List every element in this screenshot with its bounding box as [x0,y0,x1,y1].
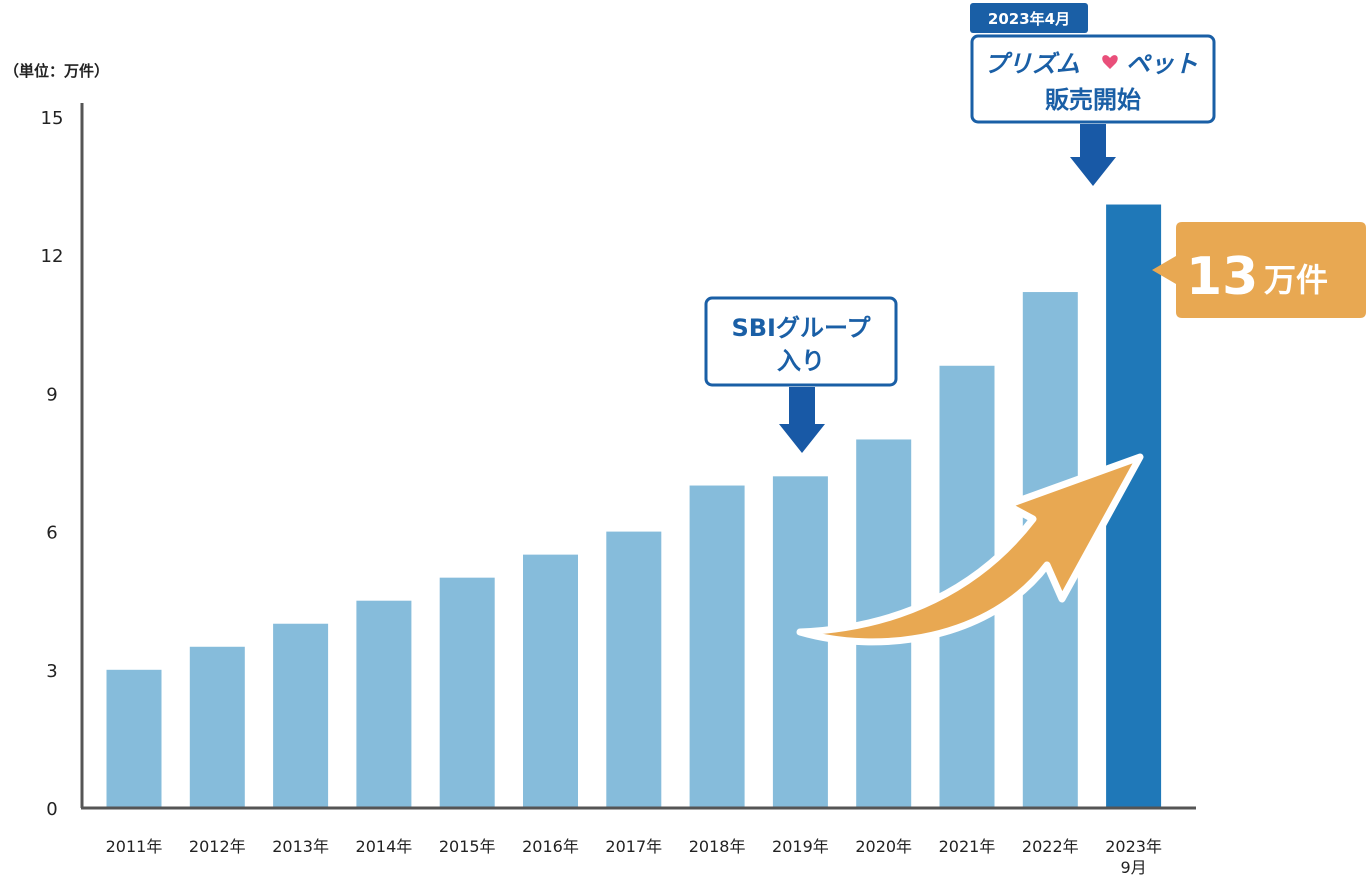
prism-title-part2: ペット [1126,50,1198,78]
x-tick-label: 2023年 [1105,837,1162,856]
unit-label: （単位：万件） [4,62,109,80]
callout-unit: 万件 [1264,261,1328,299]
prism-subtitle: 販売開始 [1045,86,1141,114]
x-tick-label: 9月 [1121,858,1147,877]
y-tick-label: 3 [46,661,57,682]
y-tick-label: 12 [41,246,64,267]
bar [523,554,578,808]
y-tick-label: 0 [46,799,57,820]
y-tick-label: 15 [41,108,64,129]
arrow-down-icon [779,387,825,453]
prism-date-tag [970,3,1088,33]
growth-arrow-icon [796,453,1144,646]
x-tick-label: 2021年 [939,837,996,856]
x-tick-label: 2018年 [689,837,746,856]
x-tick-label: 2011年 [106,837,163,856]
x-tick-label: 2022年 [1022,837,1079,856]
sbi-annotation-box [704,296,898,387]
x-tick-label: 2014年 [356,837,413,856]
bar [106,669,162,808]
bar [772,476,828,808]
sbi-annotation-line2: 入り [777,347,825,375]
callout-number: 13 [1186,247,1258,307]
heart-icon [1102,55,1118,69]
prism-annotation-box [970,34,1216,124]
x-tick-label: 2015年 [439,837,496,856]
y-tick-label: 6 [46,523,57,544]
bar [273,623,329,808]
bar [689,485,745,808]
x-tick-label: 2013年 [272,837,329,856]
arrow-down-icon [1070,124,1116,186]
x-axis-ticks: 2011年 2012年 2013年 2014年 2015年 2016年 2017年 2018年… [106,837,1162,877]
y-tick-label: 9 [46,384,57,405]
y-axis-ticks: 0 3 6 9 12 15 [41,108,64,820]
prism-title-part1: プリズム [984,50,1080,78]
sbi-annotation: SBIグループ 入り [704,296,898,453]
bars [106,204,1162,808]
bar [606,531,662,808]
bar [439,577,495,808]
sbi-annotation-line1: SBIグループ [731,314,871,342]
bar [356,600,412,808]
prism-annotation: 2023年4月 プリズム ペット 販売開始 [970,3,1216,186]
x-tick-label: 2017年 [605,837,662,856]
callout-badge: 13 万件 [1152,222,1366,318]
prism-date: 2023年4月 [988,10,1070,28]
x-tick-label: 2019年 [772,837,829,856]
x-tick-label: 2012年 [189,837,246,856]
bar [189,646,245,808]
x-tick-label: 2020年 [855,837,912,856]
x-tick-label: 2016年 [522,837,579,856]
